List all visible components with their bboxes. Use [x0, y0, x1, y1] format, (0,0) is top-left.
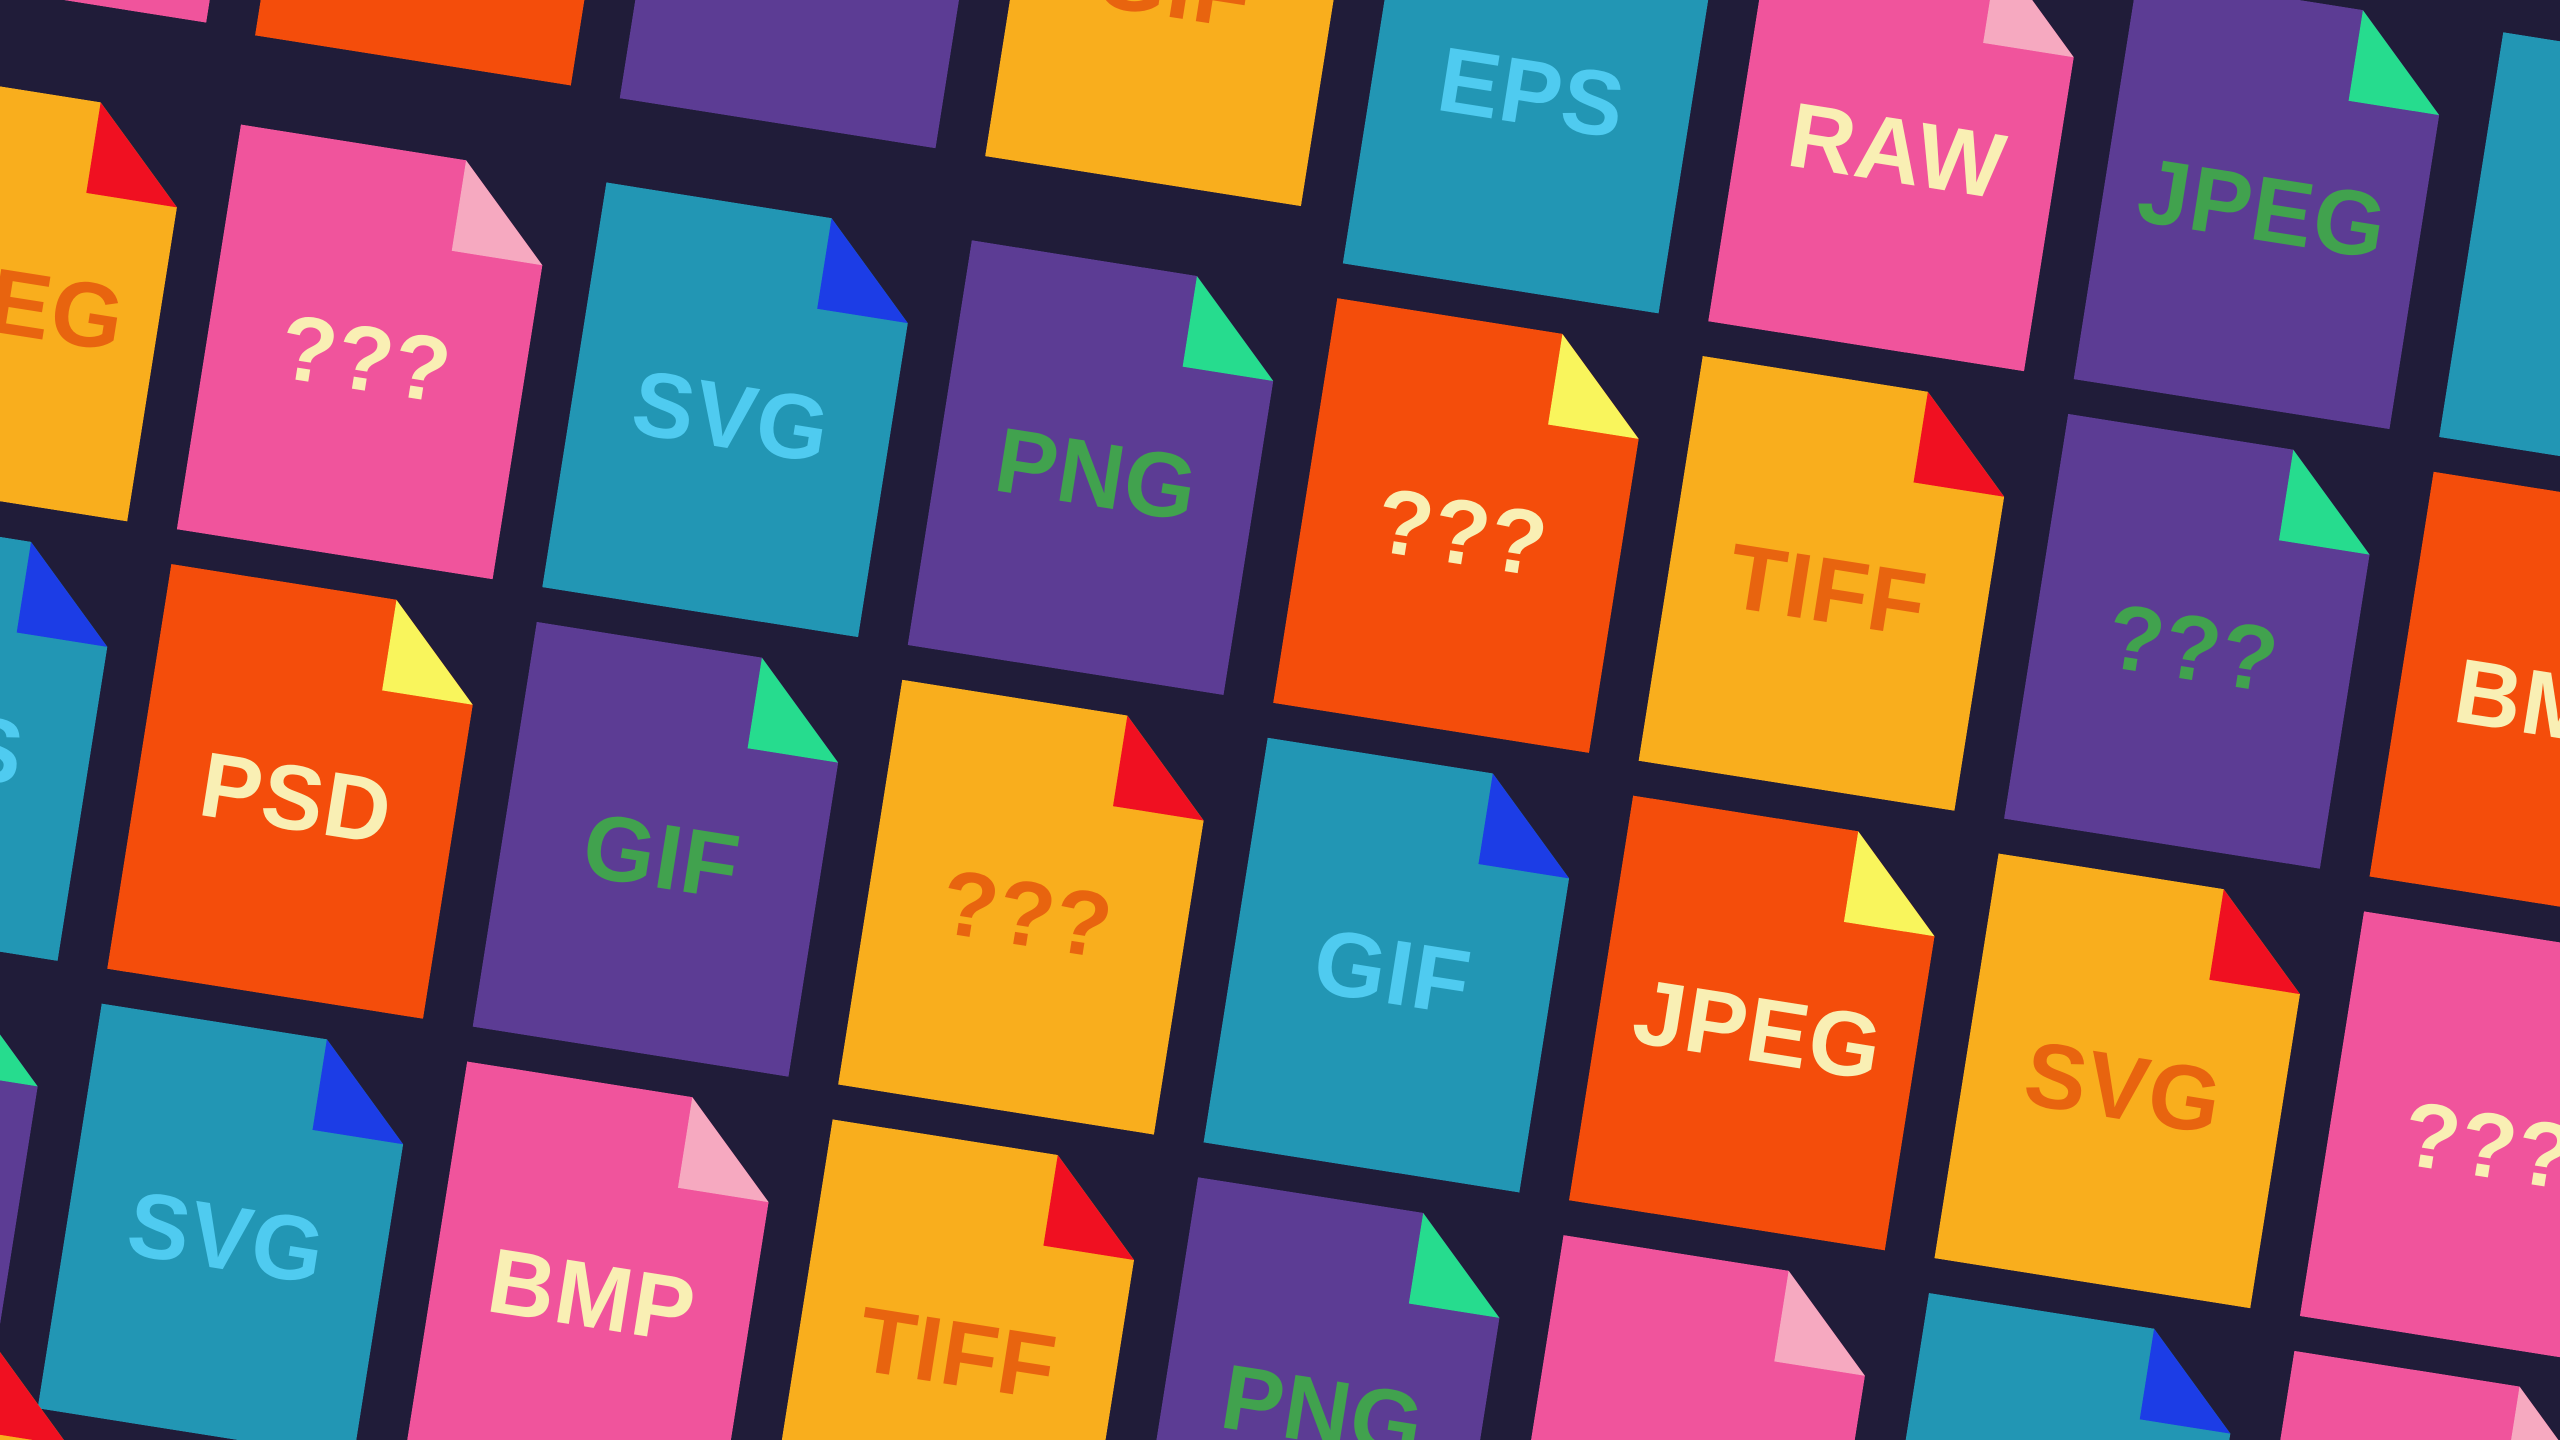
file-tile-unknown: ??? — [2300, 911, 2560, 1366]
file-type-label: RAW — [1781, 83, 2013, 219]
file-tile — [0, 0, 270, 23]
file-tile-bmp: BMP — [403, 1061, 783, 1440]
file-tile-jpeg: JPEG — [0, 67, 191, 522]
file-tile-psd: PSD — [107, 564, 487, 1019]
file-tile-svg: SVG — [37, 1003, 417, 1440]
folded-corner-icon — [1865, 1293, 2245, 1440]
file-type-label: PSD — [193, 733, 399, 865]
file-tile-gif: GIF — [985, 0, 1365, 206]
file-tile-unknown: ??? — [177, 124, 557, 579]
file-type-label: JPEG — [2131, 139, 2394, 280]
file-type-label: GIF — [576, 794, 747, 920]
file-tile-svg: SVG — [1934, 853, 2314, 1308]
file-tile — [2439, 32, 2560, 487]
file-type-label: SVG — [2017, 1022, 2229, 1155]
file-type-label: PNG — [988, 408, 1205, 542]
folded-corner-icon — [1499, 1235, 1879, 1440]
file-tile-eps: EPS — [0, 506, 122, 961]
file-type-label: ??? — [2100, 584, 2286, 713]
file-type-label: JPEG — [1626, 960, 1889, 1101]
file-type-label: JPEG — [0, 231, 132, 372]
file-tile — [1499, 1235, 1879, 1440]
file-type-label: SVG — [625, 351, 837, 484]
folded-corner-icon — [2230, 1351, 2560, 1440]
file-tile-tiff: TIFF — [1638, 356, 2018, 811]
file-type-label: BMP — [481, 1229, 703, 1363]
file-type-label: PNG — [1214, 1345, 1431, 1440]
file-tile-png: PNG — [908, 240, 1288, 695]
file-tile — [620, 0, 1000, 148]
file-tile-raw: RAW — [1708, 0, 2088, 371]
file-tile-tiff: TIFF — [768, 1119, 1148, 1440]
file-type-label: TIFF — [851, 1288, 1064, 1420]
file-type-label: ??? — [272, 295, 459, 424]
folded-corner-icon — [2439, 32, 2560, 487]
file-tile — [255, 0, 635, 86]
file-tile-unknown: ??? — [1273, 298, 1653, 753]
file-type-label: ??? — [2395, 1082, 2560, 1210]
file-type-label: TIFF — [1721, 524, 1934, 657]
file-type-label: BMP — [2447, 640, 2560, 774]
file-type-label: ??? — [1369, 469, 1555, 597]
file-tile-gif: GIF — [1203, 738, 1583, 1193]
file-tile-unknown: ??? — [2004, 414, 2384, 869]
file-tile-jpeg: JPEG — [1569, 795, 1949, 1250]
folded-corner-icon — [0, 946, 52, 1401]
file-tile — [2230, 1351, 2560, 1440]
folded-corner-icon — [255, 0, 635, 86]
file-tile-png: PNG — [1134, 1177, 1514, 1440]
file-tile-bmp: BMP — [2369, 472, 2560, 927]
file-tile-svg: SVG — [542, 182, 922, 637]
file-tile-unknown: ??? — [838, 680, 1218, 1135]
file-tile — [0, 946, 52, 1401]
file-type-label: EPS — [0, 675, 31, 806]
file-tile-eps: EPS — [1343, 0, 1723, 314]
file-tile-jpeg: JPEG — [2074, 0, 2454, 429]
file-type-label: GIF — [1307, 909, 1478, 1036]
file-type-label: GIF — [1088, 0, 1259, 51]
file-type-label: ??? — [934, 850, 1120, 979]
file-type-label: EPS — [1431, 28, 1632, 159]
file-tile-gif: GIF — [473, 622, 853, 1077]
file-tile — [1865, 1293, 2245, 1440]
folded-corner-icon — [0, 0, 270, 23]
folded-corner-icon — [620, 0, 1000, 148]
file-type-label: SVG — [120, 1172, 332, 1305]
